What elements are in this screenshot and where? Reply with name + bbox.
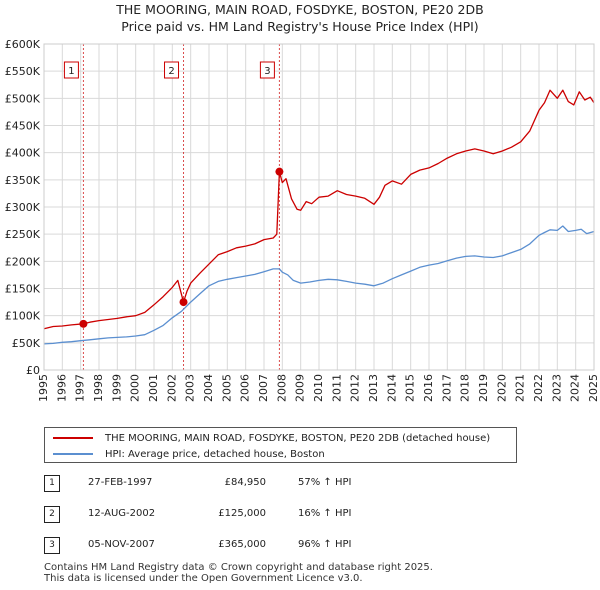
x-tick-label: 2008: [275, 374, 288, 402]
x-tick-label: 2011: [330, 374, 343, 402]
x-tick-label: 2022: [532, 374, 545, 402]
x-tick-label: 2009: [294, 374, 307, 402]
x-tick-label: 1996: [55, 374, 68, 402]
x-tick-label: 2014: [385, 374, 398, 402]
sale-label-number: 2: [168, 66, 174, 77]
x-tick-label: 2021: [514, 374, 527, 402]
footer-copyright: Contains HM Land Registry data © Crown c…: [44, 562, 433, 573]
transaction-date: 05-NOV-2007: [88, 539, 155, 550]
chart-subtitle: Price paid vs. HM Land Registry's House …: [121, 19, 479, 34]
y-tick-label: £450K: [5, 120, 41, 133]
x-tick-label: 2018: [459, 374, 472, 402]
legend-item-property: THE MOORING, MAIN ROAD, FOSDYKE, BOSTON,…: [53, 430, 490, 446]
x-tick-label: 2010: [312, 374, 325, 402]
y-tick-label: £300K: [5, 201, 41, 214]
y-tick-label: £550K: [5, 65, 41, 78]
y-tick-label: £150K: [5, 283, 41, 296]
footer-licence: This data is licensed under the Open Gov…: [44, 573, 363, 584]
sale-label-box: [63, 61, 79, 79]
transaction-row: 2 12-AUG-2002 £125,000 16% ↑ HPI: [44, 504, 444, 524]
x-tick-label: 2017: [440, 374, 453, 402]
x-tick-label: 2003: [184, 374, 197, 402]
transaction-date: 27-FEB-1997: [88, 477, 153, 488]
sale-point: [275, 167, 284, 176]
sale-label-box: [259, 61, 275, 79]
x-tick-label: 2004: [202, 374, 215, 402]
y-tick-label: £500K: [5, 92, 41, 105]
legend-label-property: THE MOORING, MAIN ROAD, FOSDYKE, BOSTON,…: [105, 432, 491, 444]
transaction-number: 1: [44, 475, 60, 492]
sale-point: [179, 298, 188, 307]
x-tick-label: 2006: [239, 374, 252, 402]
transaction-price: £125,000: [218, 508, 266, 519]
chart-title: THE MOORING, MAIN ROAD, FOSDYKE, BOSTON,…: [116, 2, 484, 17]
y-tick-label: £250K: [5, 228, 41, 241]
chart-legend: THE MOORING, MAIN ROAD, FOSDYKE, BOSTON,…: [44, 427, 517, 463]
x-tick-label: 1995: [37, 374, 50, 402]
y-tick-label: £600K: [5, 38, 41, 51]
legend-swatch-property: [53, 437, 93, 439]
y-tick-label: £350K: [5, 174, 41, 187]
transaction-price: £365,000: [218, 539, 266, 550]
legend-item-hpi: HPI: Average price, detached house, Bost…: [53, 446, 325, 462]
x-tick-label: 2002: [165, 374, 178, 402]
y-tick-label: £100K: [5, 310, 41, 323]
transaction-row: 1 27-FEB-1997 £84,950 57% ↑ HPI: [44, 473, 444, 493]
x-tick-label: 2020: [495, 374, 508, 402]
sale-label-number: 3: [264, 66, 270, 77]
transaction-hpi-change: 96% ↑ HPI: [298, 539, 352, 550]
x-tick-label: 2007: [257, 374, 270, 402]
y-tick-label: £200K: [5, 255, 41, 268]
x-tick-label: 1999: [110, 374, 123, 402]
transaction-hpi-change: 57% ↑ HPI: [298, 477, 352, 488]
plot-area-border: [43, 43, 595, 371]
sale-label-number: 1: [68, 66, 74, 77]
transaction-number: 2: [44, 506, 60, 523]
price-chart: 1 2 3 £0 £50K £100K £150K £200K £250K £300K £350K…: [5, 38, 600, 402]
transaction-row: 3 05-NOV-2007 £365,000 96% ↑ HPI: [44, 535, 444, 555]
y-tick-label: £50K: [12, 337, 41, 350]
transaction-number: 3: [44, 537, 60, 554]
y-tick-label: £400K: [5, 147, 41, 160]
y-tick-label: £0: [26, 364, 40, 377]
legend-swatch-hpi: [53, 453, 93, 455]
transaction-hpi-change: 16% ↑ HPI: [298, 508, 352, 519]
x-tick-label: 2001: [147, 374, 160, 402]
x-tick-label: 2024: [569, 374, 582, 402]
x-tick-label: 1998: [92, 374, 105, 402]
x-tick-label: 1997: [74, 374, 87, 402]
legend-label-hpi: HPI: Average price, detached house, Bost…: [105, 448, 325, 460]
x-tick-label: 2019: [477, 374, 490, 402]
sale-label-box: [164, 61, 180, 79]
x-tick-label: 2025: [587, 374, 600, 402]
x-tick-label: 2013: [367, 374, 380, 402]
x-tick-label: 2023: [550, 374, 563, 402]
x-tick-label: 2005: [220, 374, 233, 402]
sale-point: [79, 319, 88, 328]
x-tick-label: 2000: [129, 374, 142, 402]
hpi-line: [43, 225, 595, 345]
x-tick-label: 2012: [349, 374, 362, 402]
transaction-price: £84,950: [224, 477, 266, 488]
property-price-line: [43, 89, 595, 330]
x-tick-label: 2016: [422, 374, 435, 402]
x-tick-label: 2015: [404, 374, 417, 402]
transaction-date: 12-AUG-2002: [88, 508, 156, 519]
